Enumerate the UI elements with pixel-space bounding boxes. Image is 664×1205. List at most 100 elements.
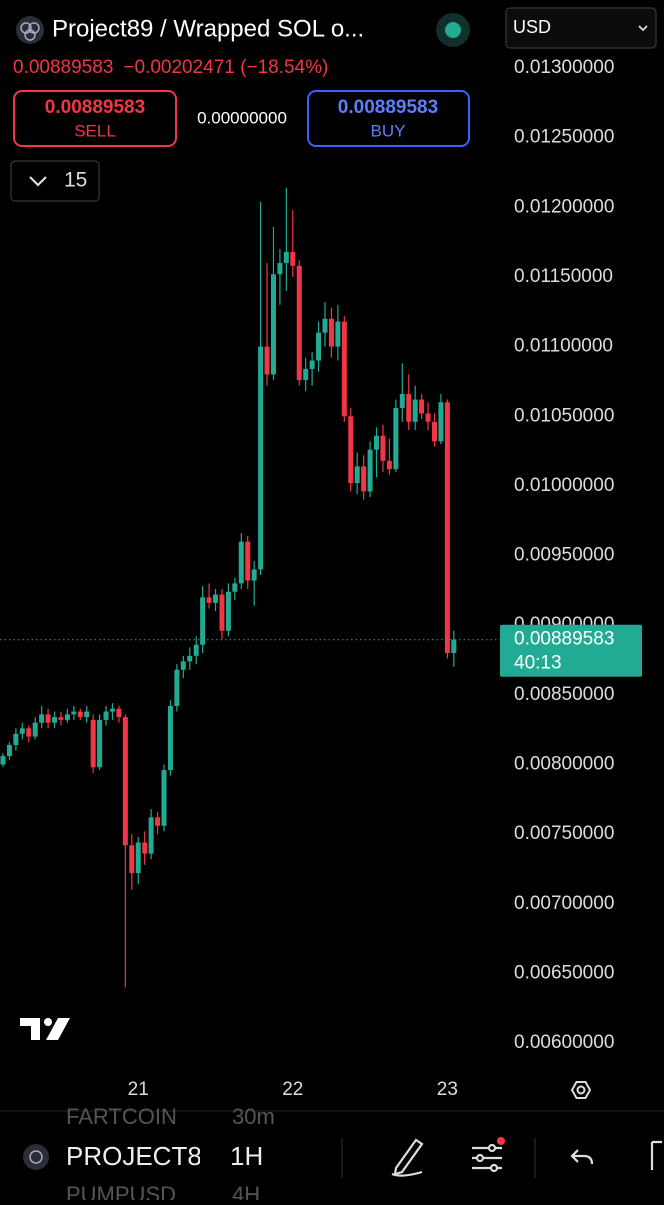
candle-body (322, 318, 328, 333)
candle-body (64, 714, 70, 720)
dropdown-arrow (638, 25, 648, 32)
candle-countdown: 40:13 (514, 653, 562, 674)
candle-body (84, 711, 90, 718)
y-tick-label: 0.01300000 (514, 57, 614, 78)
undo-button[interactable] (570, 1149, 594, 1165)
y-tick-label: 0.00650000 (514, 962, 614, 983)
buy-button[interactable] (307, 90, 470, 147)
interval-selector[interactable] (10, 160, 100, 202)
draw-tool-button[interactable] (391, 1138, 424, 1177)
candle-body (309, 360, 315, 369)
interval-option[interactable]: 30m (232, 1104, 275, 1129)
candle-body (109, 708, 115, 712)
toolbar-symbol[interactable]: PROJECT8 (66, 1141, 202, 1171)
toolbar-token-icon (23, 1144, 49, 1170)
candle-body (451, 639, 457, 654)
candle-body (399, 393, 405, 408)
buy-price: 0.00889583 (338, 97, 438, 118)
collapse-arrow (29, 176, 47, 187)
candle-body (354, 466, 360, 484)
candle-body (335, 321, 341, 347)
candle-body (245, 541, 251, 581)
last-price-label: 0.00889583 (514, 629, 614, 650)
status-dot (445, 22, 461, 38)
candle-body (444, 402, 450, 654)
symbol-option[interactable]: FARTCOIN (66, 1104, 177, 1129)
candle-body (283, 251, 289, 264)
candle-body (425, 413, 431, 422)
x-tick-label: 21 (128, 1079, 149, 1100)
candle-body (97, 719, 103, 768)
currency-dropdown[interactable] (505, 7, 657, 49)
candle-body (270, 274, 276, 375)
candle-body (232, 583, 238, 592)
y-tick-label: 0.00700000 (514, 893, 614, 914)
y-tick-label: 0.01200000 (514, 196, 614, 217)
toolbar-row (0, 1128, 664, 1188)
time-axis: 21 22 23 (128, 1079, 458, 1100)
candle-body (374, 435, 380, 450)
candle-body (296, 265, 302, 381)
candle-body (161, 770, 167, 826)
candle-body (19, 728, 25, 734)
tradingview-logo (20, 1018, 70, 1040)
candle-body (39, 714, 45, 723)
y-tick-label: 0.00950000 (514, 545, 614, 566)
candle-body (328, 318, 334, 347)
candle-body (213, 594, 219, 603)
candle-body (52, 717, 58, 723)
candle-body (380, 435, 386, 461)
candle-body (290, 251, 296, 266)
candle-body (393, 407, 399, 470)
y-tick-label: 0.00600000 (514, 1032, 614, 1053)
candle-body (277, 263, 283, 275)
indicators-button[interactable] (472, 1143, 502, 1173)
currency-label: USD (513, 17, 551, 37)
sell-button[interactable] (13, 90, 177, 147)
candle-body (103, 711, 109, 720)
candle-body (200, 597, 206, 645)
candle-body (116, 708, 122, 718)
buy-label: BUY (371, 121, 406, 140)
candle-body (361, 466, 367, 492)
x-tick-label: 22 (282, 1079, 303, 1100)
symbol-option[interactable]: PUMPUSD (66, 1182, 176, 1205)
interval-option[interactable]: 4H (232, 1182, 260, 1205)
candle-body (341, 321, 347, 417)
candle-body (155, 817, 161, 826)
candle-body (167, 705, 173, 771)
toolbar-token-mark (29, 1150, 43, 1164)
symbol-title[interactable]: Project89 / Wrapped SOL o... (52, 15, 364, 42)
notification-dot (497, 1137, 505, 1145)
candle-body (0, 756, 6, 765)
price-change: −0.00202471 (−18.54%) (123, 57, 328, 78)
interval-value: 15 (64, 169, 87, 192)
candle-body (438, 402, 444, 442)
y-tick-label: 0.01150000 (514, 266, 613, 287)
price-change-line: 0.00889583 −0.00202471 (−18.54%) (13, 57, 328, 78)
symbol-fade (200, 1130, 220, 1186)
candles (0, 187, 500, 988)
candle-body (264, 346, 270, 375)
sell-label: SELL (74, 121, 116, 140)
candle-body (26, 728, 32, 737)
candle-body (135, 842, 141, 874)
candle-body (412, 399, 418, 422)
candle-body (303, 368, 309, 381)
candle-body (251, 569, 257, 581)
candle-body (406, 393, 412, 422)
candle-body (238, 541, 244, 584)
more-button[interactable] (650, 1140, 662, 1170)
toolbar-interval[interactable]: 1H (230, 1141, 263, 1171)
candle-body (386, 460, 392, 470)
candle-body (258, 346, 264, 570)
y-tick-label: 0.00750000 (514, 823, 614, 844)
candle-body (187, 655, 193, 662)
chart-settings-button[interactable] (570, 1081, 592, 1099)
candle-body (348, 416, 354, 484)
candle-body (316, 332, 322, 361)
candle-body (45, 714, 51, 723)
candle-body (90, 719, 96, 768)
y-tick-label: 0.01250000 (514, 127, 614, 148)
